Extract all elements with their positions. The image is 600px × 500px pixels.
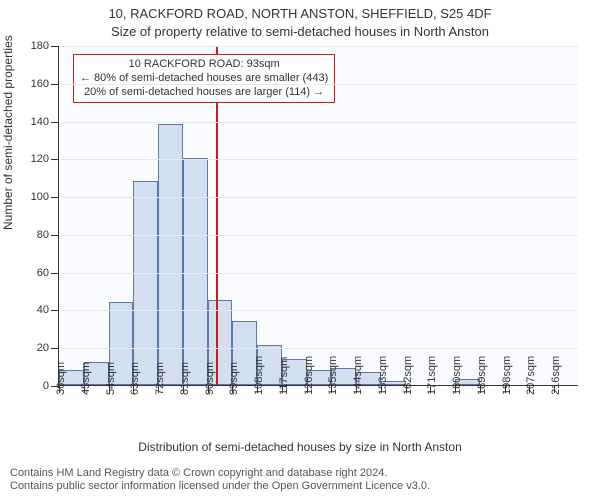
x-tick-label: 63sqm bbox=[129, 362, 141, 395]
x-tick-label: 72sqm bbox=[154, 362, 166, 395]
y-tick-label: 40 bbox=[37, 304, 59, 316]
y-tick-label: 100 bbox=[31, 191, 59, 203]
annotation-line-3: 20% of semi-detached houses are larger (… bbox=[80, 86, 328, 100]
gridline-h bbox=[59, 273, 578, 274]
x-tick-label: 189sqm bbox=[476, 356, 488, 395]
y-tick-label: 160 bbox=[31, 78, 59, 90]
y-tick-label: 60 bbox=[37, 267, 59, 279]
x-tick-label: 36sqm bbox=[55, 362, 67, 395]
y-tick-label: 20 bbox=[37, 342, 59, 354]
x-tick-label: 108sqm bbox=[253, 356, 265, 395]
footnote: Contains HM Land Registry data © Crown c… bbox=[10, 467, 430, 495]
x-tick-label: 198sqm bbox=[501, 356, 513, 395]
gridline-h bbox=[59, 310, 578, 311]
reference-annotation-box: 10 RACKFORD ROAD: 93sqm ← 80% of semi-de… bbox=[73, 54, 335, 103]
y-tick-label: 120 bbox=[31, 153, 59, 165]
gridline-h bbox=[59, 46, 578, 47]
x-tick-label: 180sqm bbox=[451, 356, 463, 395]
histogram-bar bbox=[133, 181, 158, 385]
x-tick-label: 144sqm bbox=[352, 356, 364, 395]
x-tick-label: 162sqm bbox=[402, 356, 414, 395]
x-tick-label: 117sqm bbox=[278, 357, 290, 395]
footnote-line-2: Contains public sector information licen… bbox=[10, 480, 430, 494]
y-tick-label: 180 bbox=[31, 40, 59, 52]
x-tick-label: 216sqm bbox=[550, 356, 562, 395]
y-axis-label: Number of semi-detached properties bbox=[1, 35, 15, 230]
x-tick-label: 153sqm bbox=[377, 356, 389, 395]
gridline-h bbox=[59, 84, 578, 85]
x-tick-label: 171sqm bbox=[426, 356, 438, 395]
gridline-h bbox=[59, 122, 578, 123]
gridline-h bbox=[59, 235, 578, 236]
x-tick-label: 126sqm bbox=[303, 356, 315, 395]
page-title-line2: Size of property relative to semi-detach… bbox=[0, 24, 600, 39]
x-axis-label: Distribution of semi-detached houses by … bbox=[0, 440, 600, 454]
page-title-line1: 10, RACKFORD ROAD, NORTH ANSTON, SHEFFIE… bbox=[0, 6, 600, 21]
gridline-h bbox=[59, 197, 578, 198]
x-tick-label: 207sqm bbox=[525, 356, 537, 395]
y-tick-label: 80 bbox=[37, 229, 59, 241]
annotation-line-1: 10 RACKFORD ROAD: 93sqm bbox=[80, 58, 328, 72]
x-tick-label: 99sqm bbox=[228, 362, 240, 395]
gridline-h bbox=[59, 348, 578, 349]
x-tick-label: 81sqm bbox=[179, 362, 191, 395]
histogram-bar bbox=[158, 124, 183, 385]
y-tick-label: 140 bbox=[31, 116, 59, 128]
x-tick-label: 90sqm bbox=[204, 362, 216, 395]
x-tick-label: 135sqm bbox=[327, 356, 339, 395]
chart-plot-area: 10 RACKFORD ROAD: 93sqm ← 80% of semi-de… bbox=[58, 46, 578, 386]
x-tick-label: 54sqm bbox=[105, 362, 117, 395]
x-tick-label: 45sqm bbox=[80, 362, 92, 395]
footnote-line-1: Contains HM Land Registry data © Crown c… bbox=[10, 467, 430, 481]
gridline-h bbox=[59, 159, 578, 160]
